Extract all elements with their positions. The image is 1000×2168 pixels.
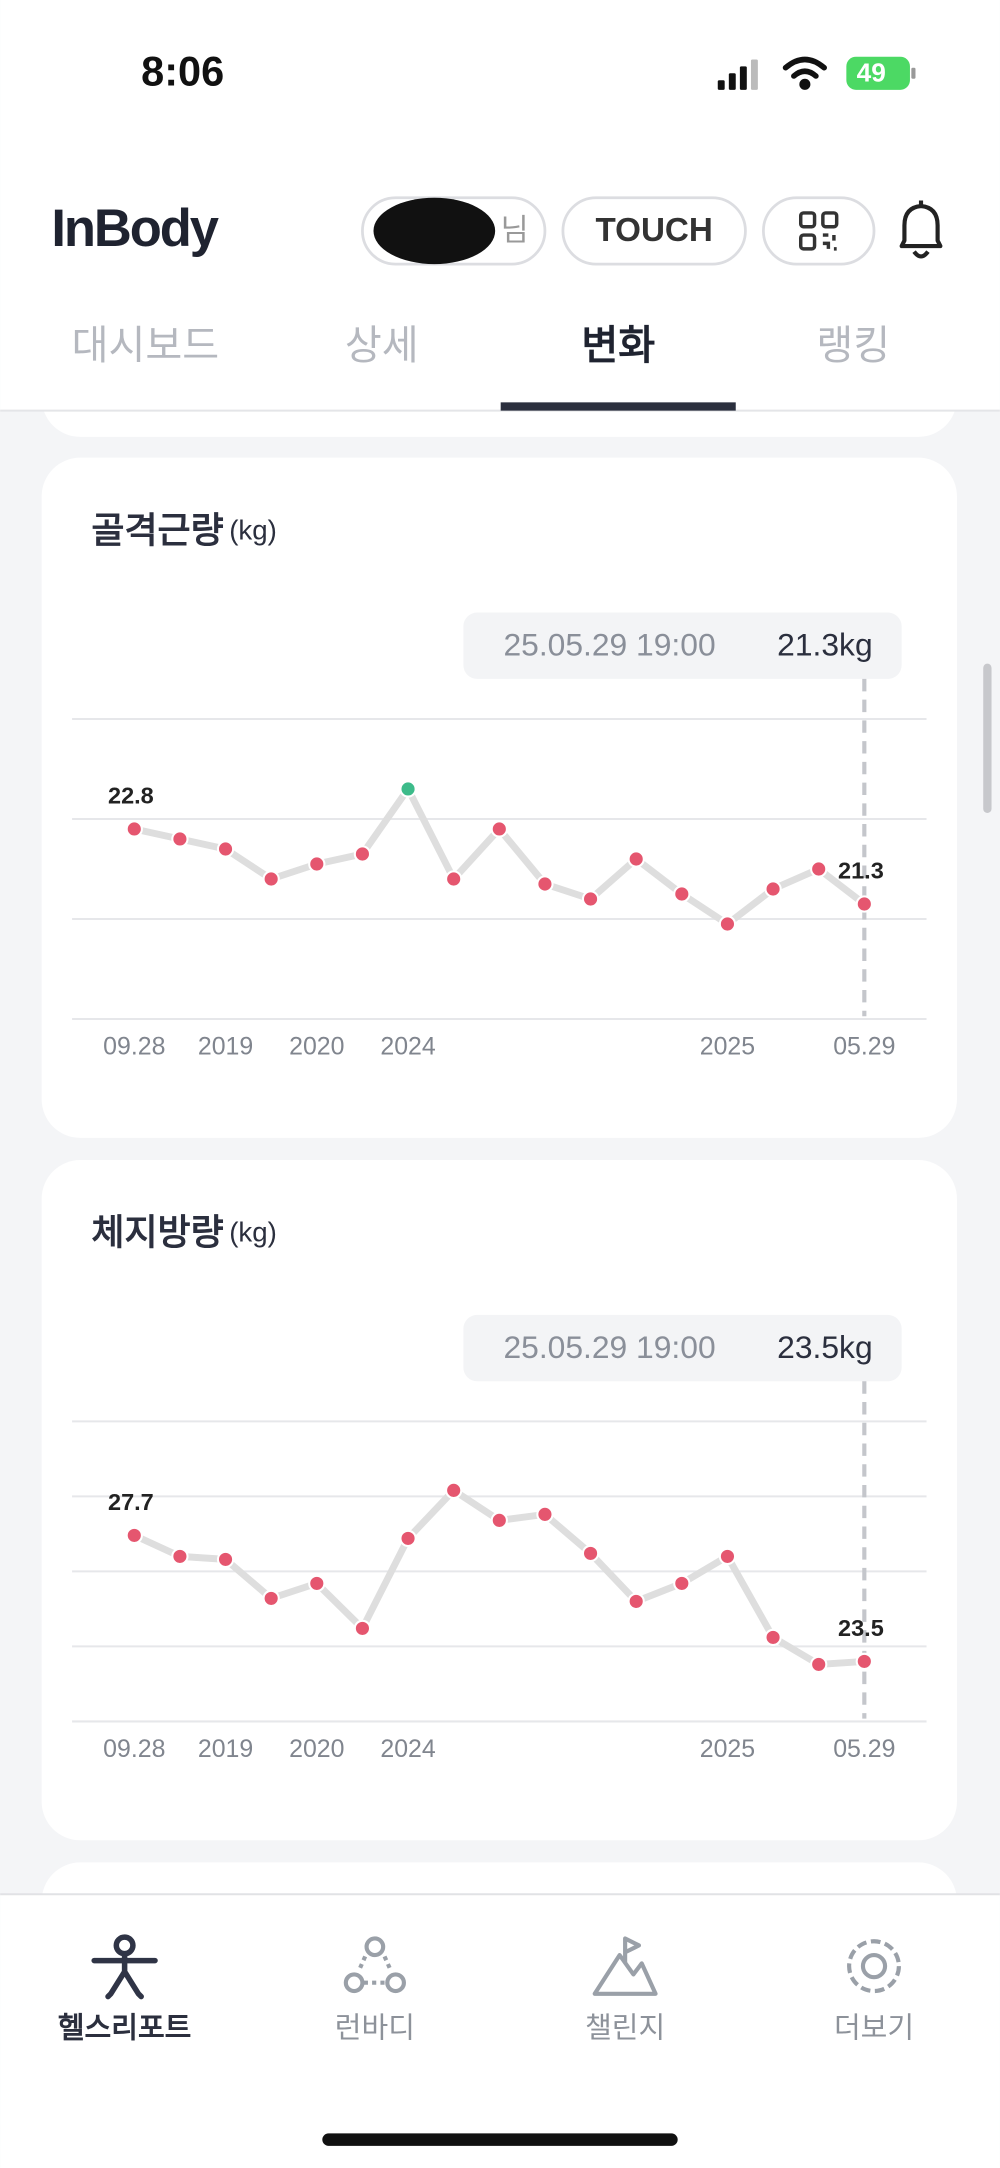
chart-title: 골격근량 (kg): [91, 509, 276, 550]
data-point: [536, 875, 554, 893]
data-point: [718, 1547, 737, 1566]
tooltip-date: 25.05.29 19:00: [503, 1329, 715, 1365]
data-point: [216, 840, 235, 858]
nav-label[interactable]: 더보기: [834, 2012, 914, 2044]
x-tick-label: 2020: [289, 1033, 344, 1061]
nav-icon-report: [91, 1934, 158, 2000]
x-tick-label: 2025: [700, 1033, 755, 1061]
tab[interactable]: 랭킹: [816, 324, 890, 368]
data-point: [399, 1529, 417, 1548]
chart-unit: (kg): [229, 1217, 277, 1248]
scrollbar: [983, 663, 992, 813]
data-point: [536, 1505, 554, 1524]
tooltip-value: 23.5kg: [777, 1329, 872, 1365]
data-point: [855, 895, 873, 913]
data-point: [718, 915, 737, 933]
qr-button[interactable]: [762, 196, 876, 266]
data-point: [627, 850, 645, 868]
nav-label[interactable]: 헬스리포트: [58, 2011, 191, 2044]
data-point: [399, 780, 417, 798]
wifi-icon: [782, 56, 827, 90]
battery: [846, 56, 910, 90]
tooltip-value: 21.3kg: [777, 626, 872, 662]
battery-tip: [911, 67, 916, 79]
chart-title: 체지방량 (kg): [91, 1211, 276, 1252]
card: [41, 1160, 957, 1841]
data-point: [810, 860, 828, 878]
battery-level: 49: [857, 58, 886, 88]
data-point: [855, 1652, 873, 1671]
tab[interactable]: 대시보드: [72, 324, 220, 368]
x-tick-label: 2019: [198, 1735, 253, 1763]
tabs: 대시보드 상세 변화 랭킹: [72, 324, 890, 411]
data-label: 27.7: [108, 1489, 154, 1515]
bell-icon[interactable]: [899, 200, 943, 259]
data-point: [125, 820, 143, 838]
x-tick-label: 2020: [289, 1735, 344, 1763]
data-point: [171, 1547, 189, 1566]
touch-button[interactable]: [561, 196, 747, 266]
x-tick-label: 2025: [700, 1735, 755, 1763]
data-point: [353, 845, 372, 863]
nav-icon-runbody: [343, 1936, 406, 1994]
x-tick-label: 05.29: [833, 1033, 895, 1061]
data-point: [673, 1574, 691, 1593]
home-indicator: [322, 2133, 678, 2146]
chart-title-text: 체지방량: [91, 1211, 223, 1252]
charts: 골격근량 (kg)25.05.29 19:00 21.3kg22.821.309.2…: [72, 509, 927, 1763]
data-point: [353, 1619, 372, 1638]
data-point: [445, 1481, 463, 1500]
data-point: [764, 1628, 782, 1647]
tooltip-date: 25.05.29 19:00: [503, 626, 715, 662]
data-label: 21.3: [838, 857, 884, 883]
touch-label: TOUCH: [595, 212, 712, 249]
x-tick-label: 09.28: [103, 1033, 165, 1061]
nav-icon-more: [847, 1939, 901, 1994]
tooltip-box: [463, 612, 902, 679]
nav-label[interactable]: 런바디: [335, 2012, 415, 2044]
data-point: [125, 1526, 143, 1545]
data-point: [262, 870, 280, 888]
tooltip-box: [463, 1314, 902, 1382]
bottom-nav: [0, 1894, 1000, 2168]
x-tick-label: 2024: [380, 1735, 436, 1763]
data-point: [308, 855, 326, 873]
data-point: [445, 870, 463, 888]
tab[interactable]: 변화: [581, 324, 655, 368]
data-label: 22.8: [108, 782, 154, 808]
x-tick-label: 2019: [198, 1033, 253, 1061]
chart-title-text: 골격근량: [91, 509, 223, 550]
card: [41, 457, 957, 1138]
status-time: 8:06: [141, 48, 224, 95]
nav-label[interactable]: 챌린지: [585, 2012, 665, 2044]
qr-icon: [798, 211, 839, 251]
data-point: [216, 1550, 235, 1569]
data-label: 23.5: [838, 1615, 884, 1641]
data-point: [581, 890, 600, 908]
data-point: [581, 1544, 600, 1563]
data-point: [308, 1574, 326, 1593]
data-point: [764, 880, 782, 898]
nav-labels: 헬스리포트 런바디 챌린지 더보기: [58, 2011, 914, 2044]
data-point: [627, 1592, 645, 1611]
chart-unit: (kg): [229, 515, 277, 546]
tab-indicator: [500, 402, 736, 411]
user-suffix: 님: [501, 213, 529, 247]
x-tick-label: 2024: [380, 1033, 436, 1061]
signal-icon: [717, 59, 758, 90]
tab[interactable]: 상세: [345, 324, 419, 368]
data-point: [171, 830, 189, 848]
data-point: [810, 1655, 828, 1674]
redaction: [373, 197, 496, 265]
data-point: [673, 885, 691, 903]
data-point: [262, 1589, 280, 1608]
nav-icon-challenge: [592, 1936, 658, 1996]
x-tick-label: 05.29: [833, 1735, 895, 1763]
data-point: [490, 1511, 508, 1530]
logo[interactable]: InBody: [51, 199, 220, 258]
x-tick-label: 09.28: [103, 1735, 165, 1763]
data-point: [490, 820, 508, 838]
